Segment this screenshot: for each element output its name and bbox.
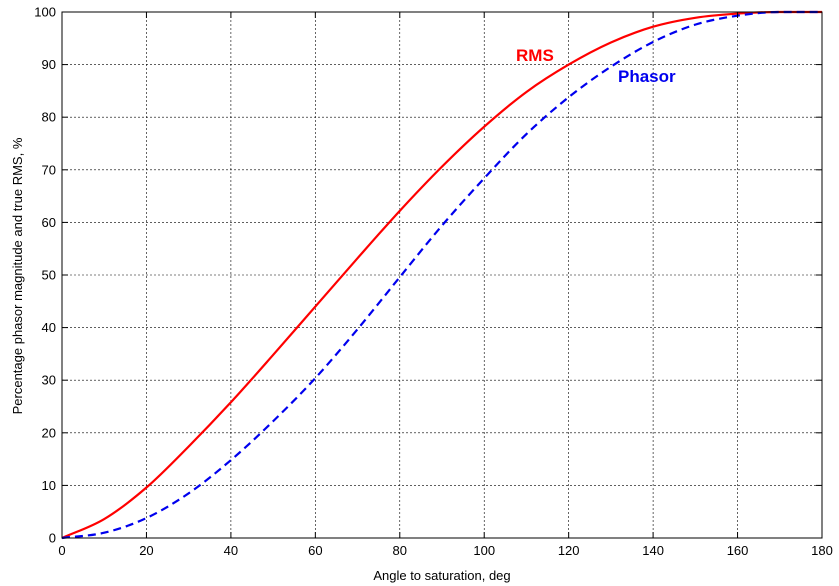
y-tick-label: 50 — [42, 268, 56, 283]
x-tick-label: 100 — [473, 543, 495, 558]
x-tick-label: 20 — [139, 543, 153, 558]
y-tick-label: 10 — [42, 478, 56, 493]
series-label-rms: RMS — [516, 46, 554, 65]
x-tick-label: 160 — [727, 543, 749, 558]
series-labels: RMS Phasor — [516, 46, 676, 86]
y-axis-label: Percentage phasor magnitude and true RMS… — [10, 137, 25, 414]
x-axis-label: Angle to saturation, deg — [373, 568, 510, 583]
y-tick-label: 30 — [42, 373, 56, 388]
series-line-phasor — [61, 10, 822, 540]
y-tick-label: 90 — [42, 57, 56, 72]
y-tick-label: 80 — [42, 110, 56, 125]
y-tick-label: 70 — [42, 162, 56, 177]
x-tick-label: 120 — [558, 543, 580, 558]
y-tick-label: 40 — [42, 320, 56, 335]
series-lines — [61, 10, 822, 540]
series-line-rms — [61, 10, 822, 540]
x-tick-label: 180 — [811, 543, 833, 558]
y-tick-label: 100 — [34, 5, 56, 20]
x-tick-label: 0 — [58, 543, 65, 558]
grid-lines — [62, 12, 822, 538]
x-tick-label: 80 — [393, 543, 407, 558]
axis-ticks: 0 20 40 60 80 100 120 140 160 180 0 10 20 30 40 50 60 70 8… — [34, 5, 833, 559]
series-label-phasor: Phasor — [618, 67, 676, 86]
x-tick-label: 40 — [224, 543, 238, 558]
y-tick-label: 60 — [42, 215, 56, 230]
y-tick-label: 0 — [49, 531, 56, 546]
x-tick-label: 140 — [642, 543, 664, 558]
x-tick-label: 60 — [308, 543, 322, 558]
y-tick-label: 20 — [42, 425, 56, 440]
